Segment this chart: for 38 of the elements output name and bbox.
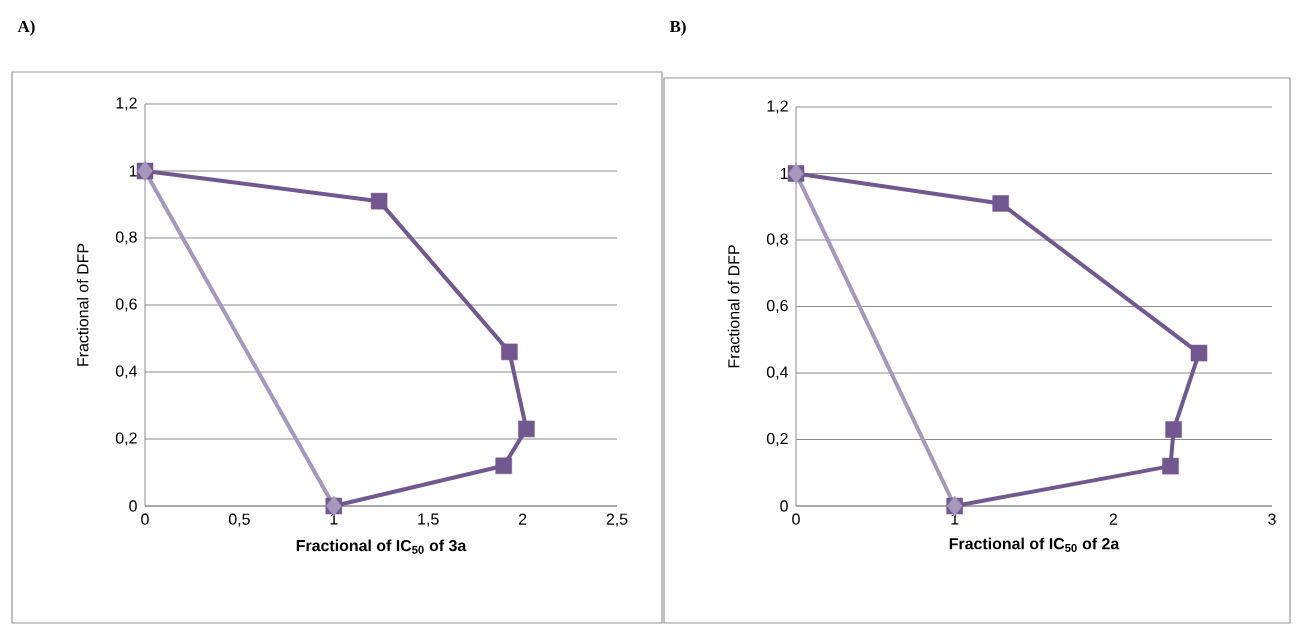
point xyxy=(1190,344,1208,362)
y-tick-label: 0,6 xyxy=(766,299,788,314)
y-tick-label: 0,4 xyxy=(115,365,138,379)
y-tick-label: 0,2 xyxy=(766,432,788,447)
x-tick-label: 3 xyxy=(1268,513,1276,525)
point xyxy=(501,343,518,361)
x-tick-label: 2 xyxy=(518,513,527,525)
point xyxy=(370,192,388,210)
x-tick-label: 1 xyxy=(951,513,959,525)
y-tick-label: 0,4 xyxy=(766,366,789,380)
y-tick-label: 1,2 xyxy=(767,100,788,114)
y-tick-label: 0,2 xyxy=(115,432,137,446)
point xyxy=(518,420,535,438)
chart-title: A) xyxy=(17,20,35,36)
x-axis-title: Fractional of IC$_{50}$ of 3a xyxy=(296,539,467,554)
chart-title: B) xyxy=(669,20,686,36)
point xyxy=(495,457,512,475)
y-tick-label: 1 xyxy=(780,168,788,179)
y-tick-label: 1,2 xyxy=(116,97,137,111)
x-tick-label: 1 xyxy=(330,513,338,525)
x-tick-label: 1,5 xyxy=(418,513,439,527)
x-tick-label: 0 xyxy=(792,513,800,525)
x-tick-label: 2 xyxy=(1109,513,1117,525)
point xyxy=(992,195,1009,212)
y-tick-label: 0,8 xyxy=(115,231,137,245)
x-axis-title: Fractional of IC$_{50}$ of 2a xyxy=(949,537,1120,552)
point xyxy=(1165,421,1182,438)
y-tick-label: 1 xyxy=(129,165,137,177)
x-tick-label: 2,5 xyxy=(606,513,628,527)
y-tick-label: 0 xyxy=(780,500,788,512)
y-axis-title: Fractional of DFP xyxy=(76,243,89,366)
x-tick-label: 0 xyxy=(141,513,149,525)
x-tick-label: 0,5 xyxy=(228,513,250,527)
y-tick-label: 0 xyxy=(129,500,137,512)
y-tick-label: 0,6 xyxy=(115,298,137,312)
y-axis-title: Fractional of DFP xyxy=(727,245,740,368)
y-tick-label: 0,8 xyxy=(766,233,788,247)
point xyxy=(1162,457,1179,475)
